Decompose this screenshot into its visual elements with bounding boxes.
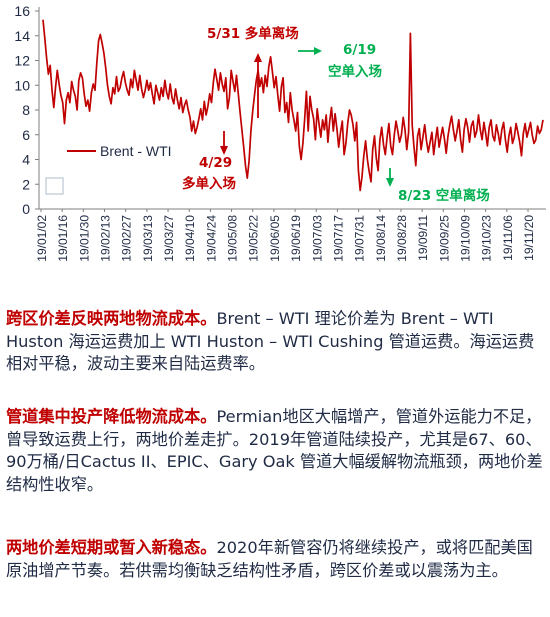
arrowhead-up-5-31 [254, 53, 262, 62]
x-tick-label: 19/01/16 [56, 215, 70, 262]
arrowhead-down-8-23 [386, 178, 394, 187]
y-tick-label: 12 [14, 53, 30, 69]
paragraph-3-text: 2020年新管容仍将继续投产，或将匹配美国原油增产节奏。若供需均衡缺乏结构性矛盾… [6, 538, 533, 580]
x-tick-label: 19/09/25 [437, 215, 451, 262]
y-tick-label: 0 [22, 201, 30, 217]
paragraph-2-highlight: 管道集中投产降低物流成本。 [6, 407, 217, 426]
x-tick-label: 19/05/08 [226, 215, 240, 262]
y-tick-label: 16 [14, 3, 30, 19]
paragraph-2: 管道集中投产降低物流成本。Permian地区大幅增产，管道外运能力不足，曾导致运… [6, 406, 546, 496]
y-tick-label: 10 [14, 77, 30, 93]
x-tick-label: 19/02/13 [99, 215, 113, 262]
series-line-brent-wti [42, 19, 544, 192]
x-tick-label: 19/07/03 [310, 215, 324, 262]
annotation-4-29-date: 4/29 [199, 155, 232, 171]
x-tick-label: 19/11/06 [501, 215, 515, 261]
paragraph-3: 两地价差短期或暂入新稳态。2020年新管容仍将继续投产，或将匹配美国原油增产节奏… [6, 537, 546, 582]
paragraph-2-text: Permian地区大幅增产，管道外运能力不足，曾导致运费上行，两地价差走扩。20… [6, 407, 543, 494]
x-tick-label: 19/08/14 [374, 215, 388, 262]
x-tick-label: 19/01/02 [35, 215, 49, 262]
paragraph-3-highlight: 两地价差短期或暂入新稳态。 [6, 538, 217, 557]
annotation-6-19-date: 6/19 [343, 42, 376, 58]
x-tick-label: 19/04/24 [204, 215, 218, 262]
x-tick-label: 19/07/17 [331, 215, 345, 262]
x-tick-label: 19/02/27 [120, 215, 134, 262]
paragraph-1-text: Brent – WTI 理论价差为 Brent – WTI Huston 海运运… [6, 309, 535, 373]
x-tick-label: 19/01/30 [77, 215, 91, 262]
y-tick-label: 4 [22, 152, 30, 168]
y-tick-label: 8 [22, 102, 30, 118]
x-tick-label: 19/03/27 [162, 215, 176, 262]
x-tick-label: 19/05/22 [247, 215, 261, 262]
x-tick-label: 19/06/19 [289, 215, 303, 262]
legend-label: Brent - WTI [100, 143, 172, 159]
x-tick-label: 19/08/28 [395, 215, 409, 262]
y-tick-label: 2 [22, 176, 30, 192]
price-spread-chart: 0 2 4 6 8 10 12 14 16 19/01/02 19/01/16 19/01/30 19/… [14, 3, 546, 262]
annotation-long-entry: 多单入场 [182, 175, 236, 192]
x-tick-label: 19/06/05 [268, 215, 282, 262]
x-tick-label: 19/09/11 [416, 215, 430, 261]
x-tick-label: 19/03/13 [141, 215, 155, 262]
y-tick-label: 6 [22, 127, 30, 143]
paragraph-1-highlight: 跨区价差反映两地物流成本。 [6, 309, 217, 328]
paragraph-1: 跨区价差反映两地物流成本。Brent – WTI 理论价差为 Brent – W… [6, 308, 546, 376]
y-tick-label: 14 [14, 28, 30, 44]
x-tick-label: 19/04/10 [183, 215, 197, 262]
arrowhead-right-6-19 [314, 47, 322, 55]
x-tick-label: 19/11/20 [522, 215, 536, 261]
x-tick-label: 19/10/09 [458, 215, 472, 262]
arrowhead-down-4-29 [220, 146, 228, 155]
x-tick-label: 19/10/23 [480, 215, 494, 262]
watermark-logo [45, 177, 64, 195]
annotation-8-23-short-exit: 8/23 空单离场 [398, 187, 490, 204]
annotation-5-31-long-exit: 5/31 多单离场 [207, 25, 299, 42]
annotation-short-entry: 空单入场 [328, 63, 382, 80]
x-tick-label: 19/07/31 [353, 215, 367, 262]
